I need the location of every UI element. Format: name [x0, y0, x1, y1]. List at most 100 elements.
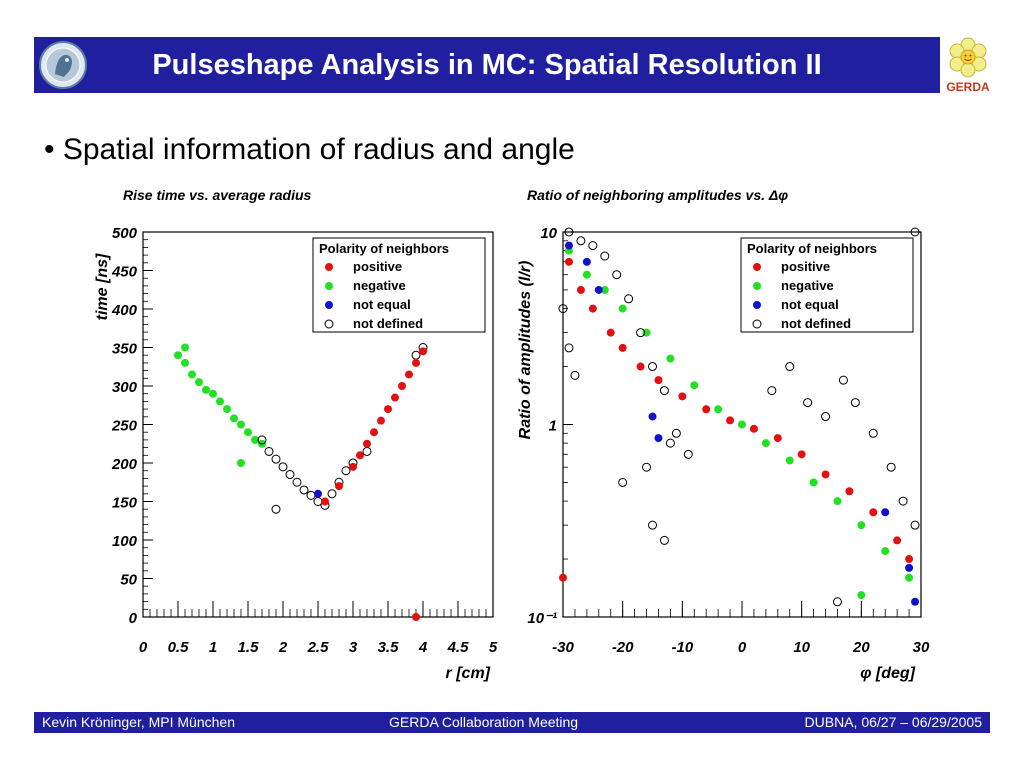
plot1-point-positive — [356, 451, 364, 460]
plot1-point-negative — [181, 358, 189, 367]
plot2-point-positive — [606, 328, 615, 337]
plot1-point-not-defined — [271, 504, 281, 514]
plot2-legend-label: not defined — [781, 316, 851, 331]
plot1-x-tick-label: 4.5 — [447, 639, 470, 656]
plot2-point-not-defined — [600, 251, 610, 261]
plot1-legend-title: Polarity of neighbors — [319, 241, 449, 256]
plot2-x-tick-label: 10 — [793, 639, 810, 656]
plot1-point-positive — [405, 370, 413, 379]
plot1-point-positive — [412, 613, 420, 621]
plot2-point-not-defined — [910, 520, 920, 530]
plot1-point-not-defined — [271, 454, 281, 464]
plot2-point-not-defined — [570, 370, 580, 380]
plot2-point-not-equal — [648, 412, 657, 421]
plot1-y-tick-label: 200 — [111, 456, 138, 473]
plot1-point-positive — [321, 497, 329, 506]
plot1-point-negative — [230, 414, 238, 423]
plot1-point-negative — [181, 343, 189, 352]
plot1-x-axis-label: r [cm] — [446, 665, 491, 682]
plot1-legend-marker — [325, 263, 333, 271]
footer-location-date: DUBNA, 06/27 – 06/29/2005 — [804, 714, 982, 730]
plots-area: Rise time vs. average radius050100150200… — [94, 187, 930, 682]
plot2-point-not-defined — [612, 270, 622, 280]
plot2-point-positive — [564, 257, 573, 266]
plot1-point-positive — [370, 428, 378, 437]
plot1-point-not-defined — [285, 470, 295, 480]
plot2-point-positive — [869, 508, 878, 517]
plot1-point-negative — [174, 351, 182, 360]
plot1-legend-label: positive — [353, 259, 402, 274]
plot2-point-not-defined — [910, 227, 920, 237]
plot2-point-positive — [654, 376, 663, 385]
plot2-point-negative — [618, 304, 627, 313]
plot2-point-negative — [582, 270, 591, 279]
plot1-x-tick-label: 1.5 — [238, 639, 260, 656]
plot2-y-tick-label: 1 — [549, 418, 557, 435]
plot2-point-not-defined — [624, 294, 634, 304]
plot1-point-not-equal — [314, 489, 322, 498]
plot2-point-positive — [726, 416, 735, 425]
plot2-point-positive — [749, 424, 758, 433]
plot1-y-tick-label: 150 — [112, 495, 138, 512]
plot1-x-tick-label: 3 — [349, 639, 358, 656]
plot2-y-tick-label: 10 — [540, 225, 557, 242]
plot2-point-not-defined — [785, 362, 795, 372]
plot2-point-not-defined — [803, 398, 813, 408]
plot1-x-tick-label: 2 — [278, 639, 288, 656]
plot2-point-negative — [905, 573, 914, 582]
plot1-point-positive — [335, 482, 343, 491]
plot1-legend-label: negative — [353, 278, 406, 293]
plot1-point-negative — [216, 397, 224, 406]
plot1-y-tick-label: 300 — [112, 379, 138, 396]
plot2-point-not-defined — [886, 462, 896, 472]
footer-bar: Kevin Kröninger, MPI München GERDA Colla… — [34, 712, 990, 733]
plot1-legend-marker — [325, 282, 333, 290]
plot2-point-not-defined — [898, 496, 908, 506]
plot1-y-tick-label: 350 — [112, 341, 138, 358]
plot2-point-not-defined — [648, 362, 657, 372]
footer-author: Kevin Kröninger, MPI München — [42, 714, 235, 730]
plot1-x-tick-label: 2.5 — [307, 639, 330, 656]
plot2-point-not-defined — [868, 428, 878, 438]
plot1-point-not-defined — [327, 489, 337, 499]
plot2-point-negative — [857, 591, 866, 600]
plot2-point-positive — [588, 304, 597, 313]
plot1-point-positive — [363, 439, 371, 448]
plot2-point-not-defined — [576, 236, 586, 246]
plot1-point-positive — [419, 347, 427, 356]
plot2-point-not-equal — [881, 508, 890, 517]
plot1-point-not-defined — [257, 435, 267, 445]
plot1-point-not-defined — [264, 446, 274, 456]
plot2-point-positive — [618, 343, 627, 352]
plot1-point-negative — [223, 405, 231, 414]
plot2-point-not-defined — [636, 328, 646, 338]
plot1-point-negative — [188, 370, 196, 379]
plot2-x-axis-label: φ [deg] — [860, 665, 915, 682]
plot1-y-tick-label: 50 — [120, 572, 137, 589]
plot2-legend-label: negative — [781, 278, 834, 293]
plot2-point-negative — [666, 354, 675, 363]
plot2-point-not-defined — [665, 438, 675, 448]
plot2-x-tick-label: -30 — [552, 639, 574, 656]
plot2-point-positive — [893, 536, 902, 545]
plot2-point-not-equal — [905, 563, 914, 572]
plot1-x-tick-label: 0.5 — [168, 639, 190, 656]
plot2-point-not-defined — [558, 304, 568, 314]
plot2-x-tick-label: 0 — [738, 639, 747, 656]
plot2-title: Ratio of neighboring amplitudes vs. Δφ — [527, 187, 788, 203]
bullet-text: • Spatial information of radius and angl… — [44, 133, 575, 166]
plot1-x-tick-label: 0 — [139, 639, 148, 656]
plot2-legend-label: not equal — [781, 297, 839, 312]
plot2-point-not-equal — [594, 285, 603, 294]
plot2-point-not-defined — [838, 375, 848, 385]
plot2-point-not-defined — [659, 535, 669, 545]
plot2-legend-marker — [752, 319, 762, 329]
plot1-y-tick-label: 400 — [111, 302, 138, 319]
plot2-point-not-defined — [671, 428, 681, 438]
plot2-point-negative — [785, 456, 794, 465]
plot2-point-negative — [738, 420, 746, 429]
plot1-point-negative — [195, 378, 203, 387]
plot1-y-tick-label: 0 — [129, 610, 138, 627]
plot1-point-negative — [237, 420, 245, 429]
plot2-legend-label: positive — [781, 259, 830, 274]
